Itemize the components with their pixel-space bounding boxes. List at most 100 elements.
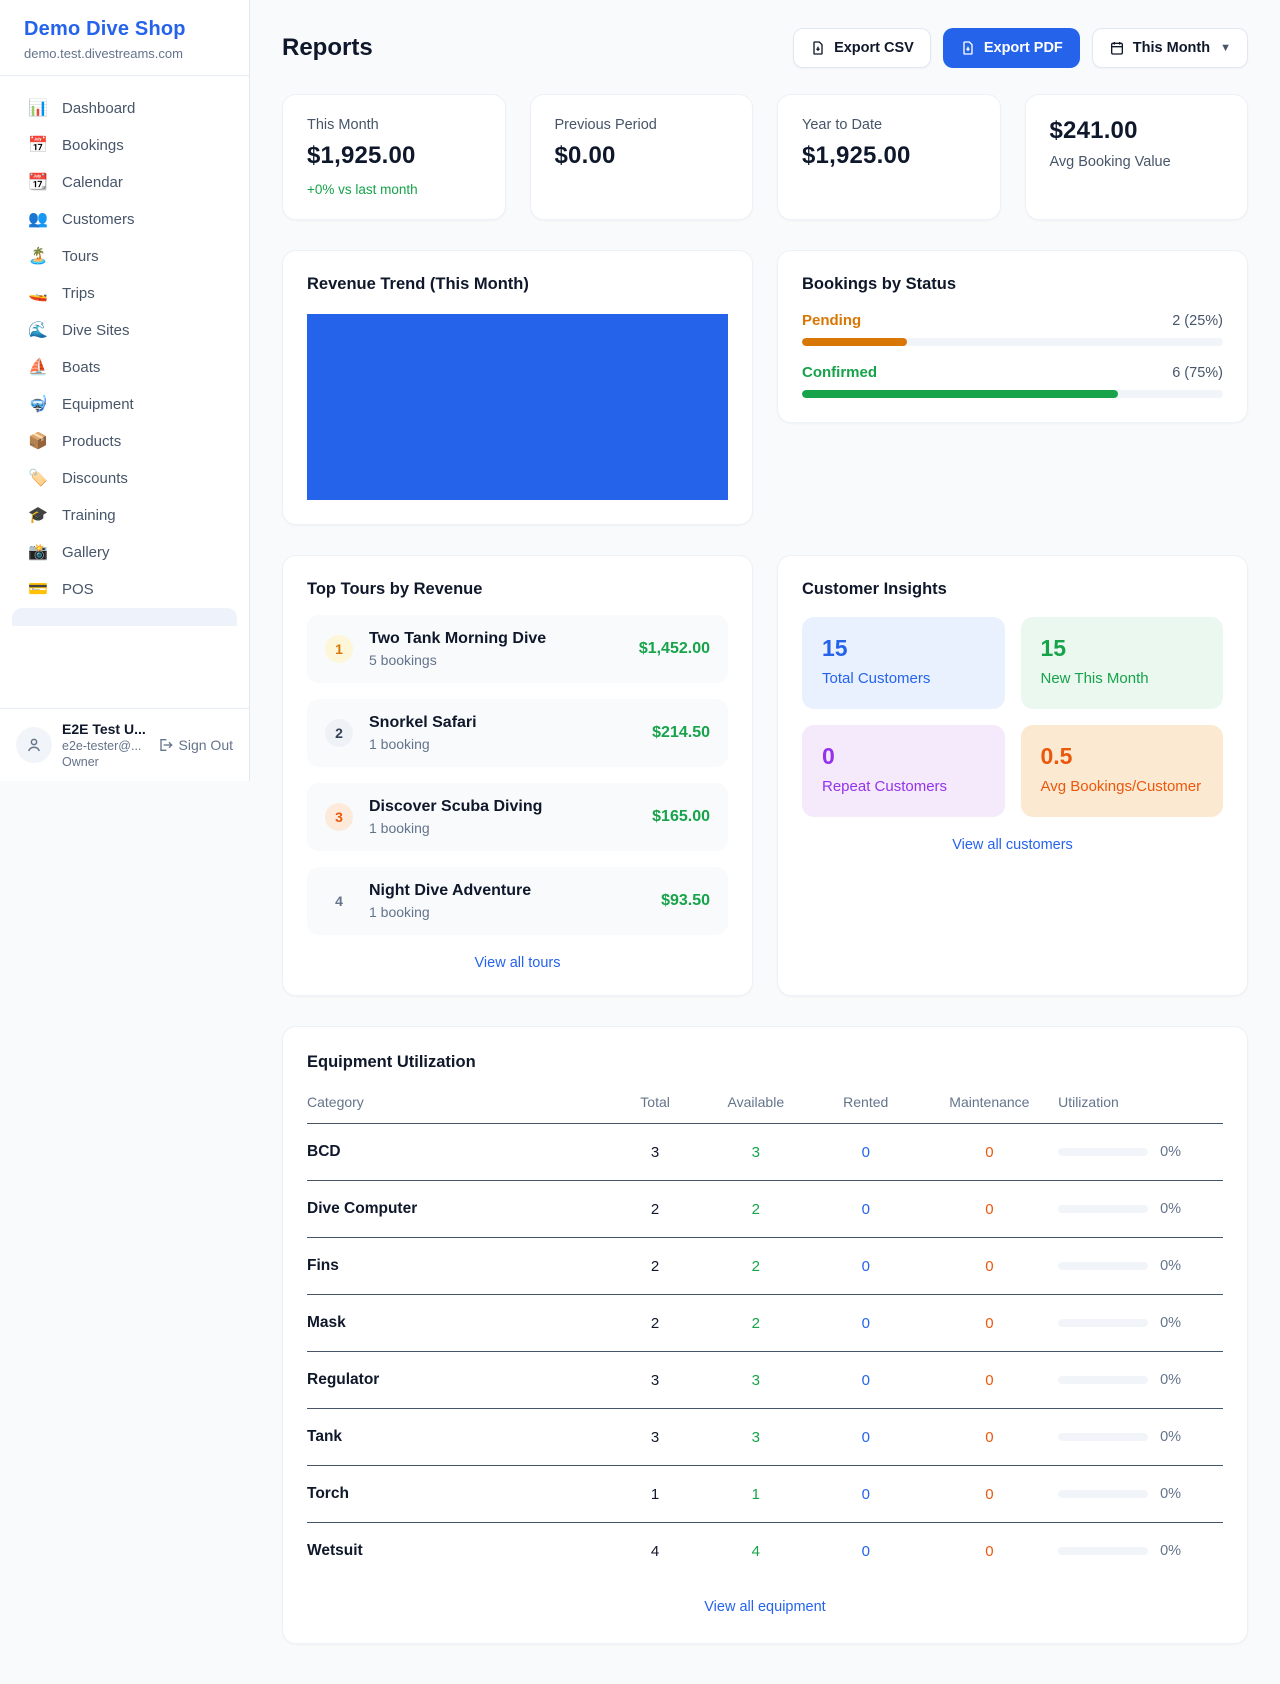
column-header-maintenance: Maintenance (920, 1082, 1059, 1124)
table-row: Fins 2 2 0 0 0% (307, 1237, 1223, 1295)
cell-maintenance: 0 (920, 1123, 1059, 1181)
cell-utilization: 0% (1058, 1372, 1223, 1388)
user-email: e2e-tester@... (62, 739, 142, 753)
cell-rented: 0 (810, 1351, 921, 1409)
tour-name: Discover Scuba Diving (369, 798, 543, 815)
sidebar-item-gallery[interactable]: 📸 Gallery (12, 534, 237, 571)
tour-revenue: $1,452.00 (638, 640, 710, 657)
page-header: Reports Export CSV Export PDF (282, 28, 1248, 68)
utilization-percent: 0% (1160, 1315, 1182, 1331)
sidebar-item-bookings[interactable]: 📅 Bookings (12, 127, 237, 164)
sidebar-item-equipment[interactable]: 🤿 Equipment (12, 386, 237, 423)
revenue-trend-card: Revenue Trend (This Month) (282, 250, 753, 525)
cell-category: Regulator (307, 1351, 610, 1409)
main-content: Reports Export CSV Export PDF (250, 0, 1280, 1684)
stat-value: $241.00 (1049, 117, 1138, 144)
cell-utilization: 0% (1058, 1144, 1223, 1160)
sidebar-item-label: Calendar (62, 174, 123, 191)
sidebar-item-trips[interactable]: 🚤 Trips (12, 275, 237, 312)
view-all-customers-link[interactable]: View all customers (952, 837, 1073, 853)
utilization-track (1058, 1148, 1149, 1156)
cell-rented: 0 (810, 1180, 921, 1238)
sidebar-item-dive-sites[interactable]: 🌊 Dive Sites (12, 312, 237, 349)
column-header-total: Total (609, 1082, 701, 1124)
sidebar-item-dashboard[interactable]: 📊 Dashboard (12, 90, 237, 127)
stat-card-this-month: This Month $1,925.00 +0% vs last month (282, 94, 506, 220)
stat-value: $1,925.00 (802, 142, 911, 169)
insights-row: Top Tours by Revenue 1 Two Tank Morning … (282, 555, 1248, 996)
cell-category: Tank (307, 1408, 610, 1466)
insight-tile-total-customers: 15 Total Customers (802, 617, 1005, 709)
tour-revenue: $165.00 (652, 808, 710, 825)
avatar (16, 727, 52, 763)
sidebar-item-boats[interactable]: ⛵ Boats (12, 349, 237, 386)
speedboat-icon: 🚤 (28, 284, 48, 302)
insight-label: Total Customers (822, 670, 931, 687)
sidebar-item-pos[interactable]: 💳 POS (12, 571, 237, 608)
export-pdf-button[interactable]: Export PDF (942, 28, 1080, 68)
export-csv-label: Export CSV (834, 40, 914, 56)
tour-name: Snorkel Safari (369, 714, 477, 731)
sidebar-item-training[interactable]: 🎓 Training (12, 497, 237, 534)
cell-maintenance: 0 (920, 1351, 1059, 1409)
table-row: Tank 3 3 0 0 0% (307, 1408, 1223, 1466)
insight-value: 15 (1040, 635, 1067, 661)
sign-out-button[interactable]: Sign Out (157, 737, 233, 753)
export-csv-button[interactable]: Export CSV (793, 28, 931, 68)
insight-value: 15 (822, 635, 848, 661)
brand-name: Demo Dive Shop (24, 18, 186, 40)
status-label: Pending (802, 312, 862, 329)
tour-bookings: 1 booking (369, 904, 430, 920)
tour-list-item: 4 Night Dive Adventure 1 booking $93.50 (307, 867, 728, 935)
column-header-available: Available (700, 1082, 811, 1124)
sidebar-item-products[interactable]: 📦 Products (12, 423, 237, 460)
insight-label: Avg Bookings/Customer (1040, 778, 1202, 795)
island-icon: 🏝️ (28, 247, 48, 265)
tour-list-item: 2 Snorkel Safari 1 booking $214.50 (307, 699, 728, 767)
sidebar-item-calendar[interactable]: 📆 Calendar (12, 164, 237, 201)
cell-total: 3 (609, 1351, 701, 1409)
tour-name: Two Tank Morning Dive (369, 630, 547, 647)
tour-revenue: $214.50 (652, 724, 710, 741)
cell-total: 4 (650, 1542, 660, 1560)
cell-available: 3 (700, 1351, 811, 1409)
cell-utilization: 0% (1058, 1315, 1223, 1331)
sidebar-item-label: POS (62, 581, 94, 598)
sidebar-item-discounts[interactable]: 🏷️ Discounts (12, 460, 237, 497)
person-icon (28, 738, 40, 752)
page-title: Reports (282, 34, 373, 61)
sidebar: Demo Dive Shop demo.test.divestreams.com… (0, 0, 250, 781)
view-all-equipment-link[interactable]: View all equipment (704, 1599, 826, 1615)
period-dropdown[interactable]: This Month ▼ (1091, 28, 1248, 68)
sidebar-item-tours[interactable]: 🏝️ Tours (12, 238, 237, 275)
tour-list-item: 1 Two Tank Morning Dive 5 bookings $1,45… (307, 615, 728, 683)
top-tours-title: Top Tours by Revenue (307, 580, 483, 598)
top-tours-card: Top Tours by Revenue 1 Two Tank Morning … (282, 555, 753, 996)
utilization-percent: 0% (1160, 1201, 1182, 1217)
package-icon: 📦 (28, 432, 48, 450)
sidebar-item-label: Dashboard (62, 100, 136, 117)
tour-name: Night Dive Adventure (369, 882, 532, 899)
sailboat-icon: ⛵ (28, 358, 48, 376)
calendar-icon (1109, 40, 1125, 56)
file-download-icon (810, 40, 826, 56)
cell-rented: 0 (810, 1123, 921, 1181)
cell-maintenance: 0 (920, 1180, 1059, 1238)
sidebar-item-customers[interactable]: 👥 Customers (12, 201, 237, 238)
cell-category: Mask (307, 1294, 610, 1352)
rank-badge: 3 (325, 803, 353, 831)
cell-rented: 0 (810, 1237, 921, 1295)
cell-available: 1 (700, 1465, 811, 1523)
progress-track (802, 390, 1223, 398)
insight-grid: 15 Total Customers 15 New This Month 0 R… (802, 617, 1223, 817)
table-row: BCD 3 3 0 0 0% (307, 1123, 1223, 1181)
cell-maintenance: 0 (920, 1237, 1059, 1295)
user-info: E2E Test U... e2e-tester@... Owner (62, 721, 146, 769)
stat-delta: +0% vs last month (307, 182, 418, 197)
diving-mask-icon: 🤿 (28, 395, 48, 413)
cell-total: 2 (609, 1294, 701, 1352)
view-all-tours-link[interactable]: View all tours (474, 955, 561, 971)
utilization-track (1058, 1205, 1149, 1213)
status-row-pending: Pending 2 (25%) (802, 312, 1223, 346)
brand-domain: demo.test.divestreams.com (24, 46, 183, 61)
